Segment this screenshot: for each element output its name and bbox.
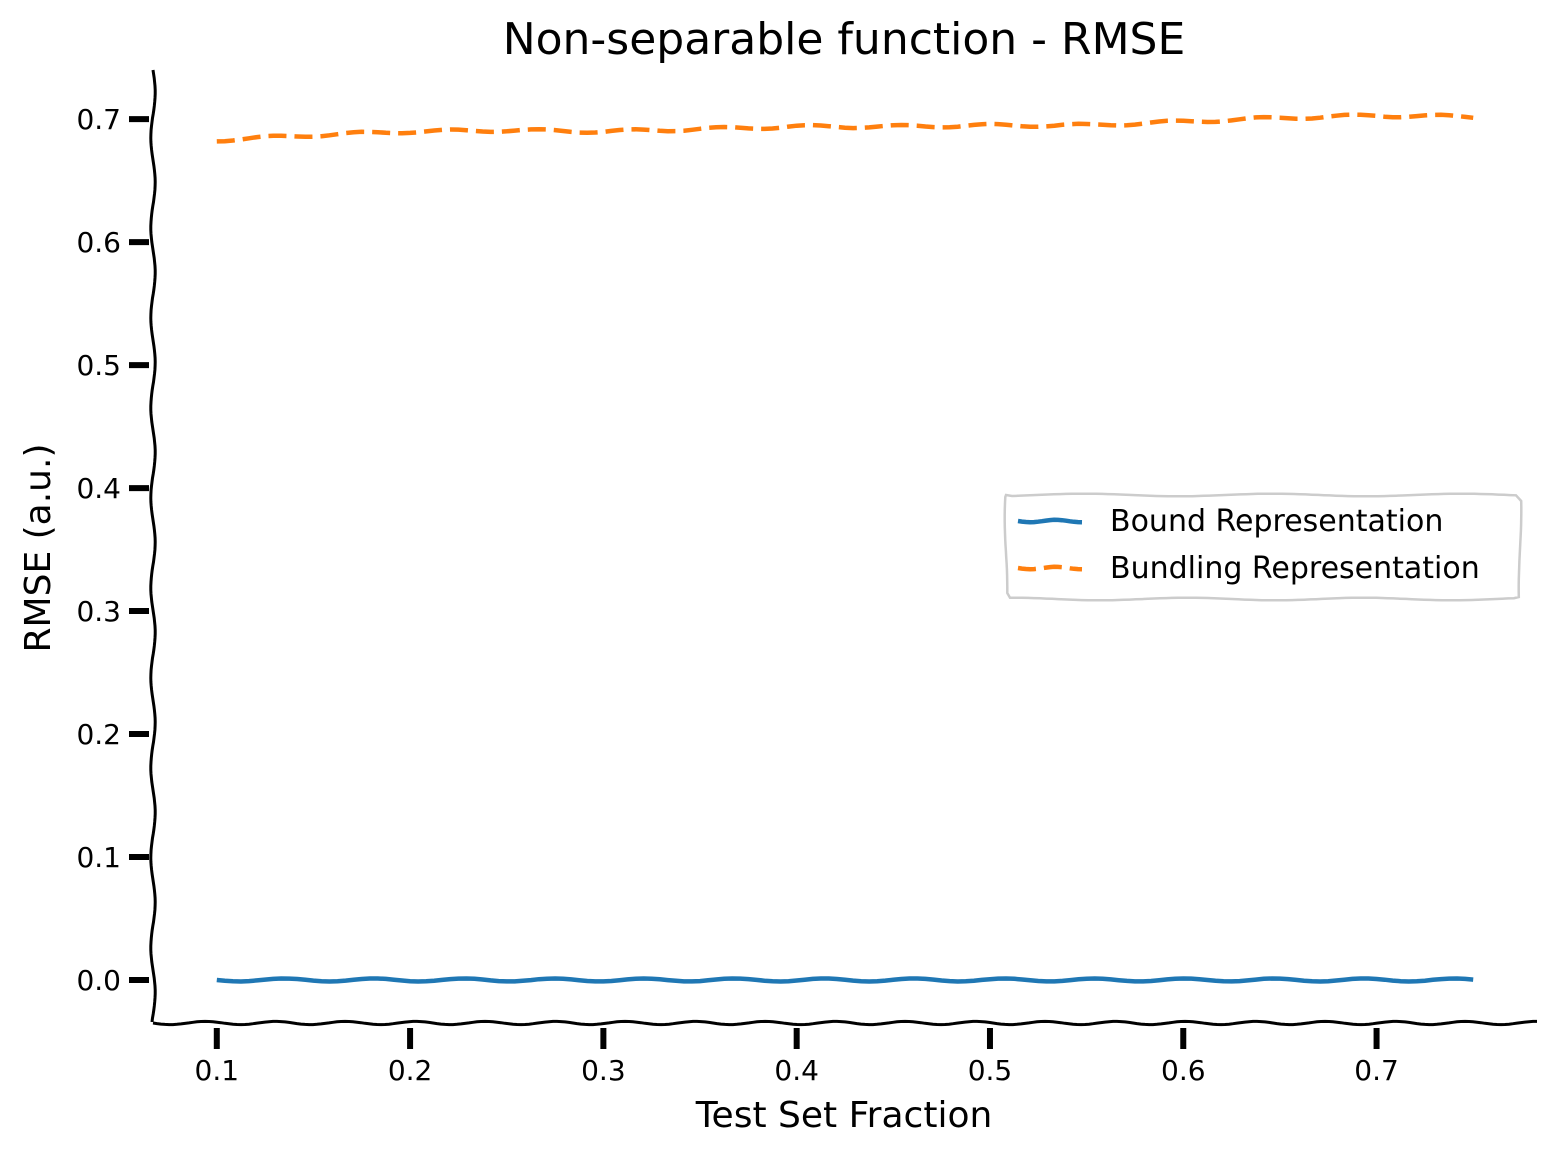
legend-label-1: Bound Representation [1110, 504, 1443, 539]
y-tick-label: 0.1 [76, 841, 121, 874]
series-line-2 [216, 112, 1474, 144]
x-tick-label: 0.4 [774, 1054, 819, 1087]
x-tick-label: 0.7 [1354, 1054, 1399, 1087]
y-tick-label: 0.6 [76, 226, 121, 259]
plot-area [216, 112, 1474, 984]
y-axis-spine [149, 69, 157, 1023]
series-line-1 [216, 976, 1474, 984]
y-tick-label: 0.2 [76, 718, 121, 751]
y-tick-label: 0.5 [76, 349, 121, 382]
x-tick-label: 0.3 [581, 1054, 626, 1087]
x-tick-label: 0.1 [195, 1054, 240, 1087]
x-tick-label: 0.2 [388, 1054, 433, 1087]
x-axis-label: Test Set Fraction [695, 1095, 993, 1136]
chart-title: Non-separable function - RMSE [503, 14, 1186, 65]
legend-swatch-1 [1017, 517, 1083, 525]
legend-label-2: Bundling Representation [1110, 551, 1480, 586]
y-tick-label: 0.0 [76, 964, 121, 997]
x-tick-label: 0.6 [1161, 1054, 1206, 1087]
y-tick-label: 0.3 [76, 595, 121, 628]
legend-frame [1003, 492, 1523, 602]
x-tick-label: 0.5 [968, 1054, 1013, 1087]
y-tick-label: 0.7 [76, 103, 121, 136]
legend-swatch-2 [1017, 564, 1083, 572]
legend: Bound Representation Bundling Representat… [1003, 492, 1523, 602]
axes: 0.1 0.2 0.3 0.4 0.5 0.6 0.7 0.0 0.1 0.2 0.3 0.4 0.5 0… [76, 69, 1537, 1087]
x-axis-spine [152, 1019, 1537, 1027]
y-tick-label: 0.4 [76, 472, 121, 505]
y-axis-label: RMSE (a.u.) [18, 444, 59, 653]
